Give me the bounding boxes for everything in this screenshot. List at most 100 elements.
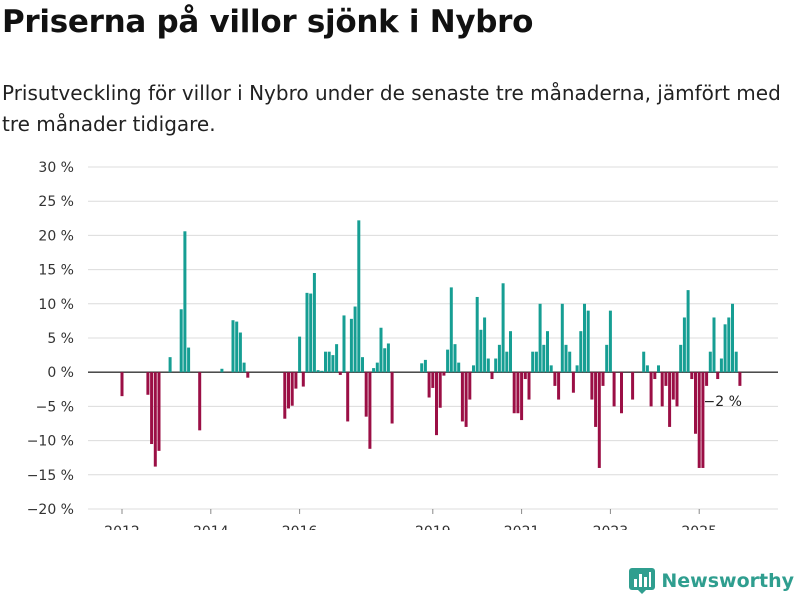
bar [657, 365, 660, 373]
bar [571, 372, 575, 393]
bar [546, 331, 549, 373]
bar [338, 372, 342, 375]
bar [534, 351, 538, 373]
y-tick-label: −20 % [27, 502, 74, 518]
bar [690, 372, 694, 380]
bar [390, 372, 394, 424]
bar [153, 372, 157, 467]
bar [538, 303, 542, 373]
bar [712, 317, 716, 373]
bar [575, 365, 579, 373]
bar [727, 317, 731, 373]
bar [708, 351, 712, 373]
bar [431, 372, 435, 388]
bar [620, 372, 623, 414]
x-axis-labels: 2012 2014 2016 2019 2021 2023 2025 [104, 509, 717, 530]
bar [494, 358, 498, 373]
y-axis-labels: −20 % −15 % −10 % −5 % 0 % 5 % 10 % 15 % 20 % 25 … [27, 160, 74, 518]
bar [660, 372, 664, 407]
bar [442, 372, 446, 376]
bar [179, 309, 183, 373]
bar [649, 372, 653, 407]
bar [364, 372, 368, 417]
bar [594, 372, 598, 427]
bar [198, 372, 202, 431]
bar [183, 231, 187, 373]
bar [583, 303, 586, 373]
last-value-label: −2 % [704, 394, 742, 410]
y-tick-label: 20 % [38, 228, 74, 244]
bar [512, 372, 516, 414]
bar [490, 372, 494, 380]
x-tick-label: 2021 [504, 524, 540, 530]
bar [705, 372, 709, 386]
bar [686, 290, 690, 373]
bar [697, 372, 701, 468]
bar [694, 372, 697, 434]
bar [597, 372, 601, 468]
bar [157, 372, 161, 451]
bar [379, 327, 383, 373]
bar [187, 347, 191, 373]
bar [290, 372, 294, 406]
bar [327, 351, 331, 373]
bar [342, 315, 346, 373]
bar [675, 372, 679, 407]
bar [238, 332, 242, 373]
bar [324, 351, 327, 373]
bar [653, 372, 657, 380]
y-tick-label: 5 % [47, 331, 74, 347]
bar [579, 331, 583, 373]
bar [357, 220, 361, 373]
bar [312, 273, 316, 373]
y-tick-label: 30 % [38, 160, 74, 176]
bar [642, 351, 646, 373]
bar [723, 324, 727, 373]
bar [605, 344, 609, 373]
bar [309, 293, 313, 373]
bar [383, 348, 387, 373]
bar [242, 362, 246, 373]
bar [531, 351, 535, 373]
bar [608, 310, 612, 373]
bar [372, 368, 376, 373]
bar [542, 344, 546, 373]
y-tick-label: 15 % [38, 263, 74, 279]
x-tick-label: 2019 [415, 524, 451, 530]
bar [453, 344, 457, 373]
bar [586, 310, 590, 373]
y-tick-label: 10 % [38, 297, 74, 313]
bar [509, 331, 512, 373]
bar [335, 344, 339, 373]
bar [331, 355, 335, 373]
bar [479, 329, 483, 373]
bar [120, 372, 124, 397]
bar [501, 283, 505, 373]
bar [349, 318, 353, 373]
price-change-bar-chart: −20 % −15 % −10 % −5 % 0 % 5 % 10 % 15 % 20 % 25 … [27, 160, 778, 530]
bar [671, 372, 675, 400]
bar [645, 365, 649, 373]
bar [612, 372, 616, 407]
bar [460, 372, 464, 422]
bar [320, 370, 324, 373]
bar [427, 372, 431, 398]
bar [375, 362, 379, 373]
bar-series [120, 220, 742, 468]
bar [220, 368, 224, 373]
bar [446, 349, 450, 373]
bar [682, 317, 686, 373]
bar [457, 362, 461, 373]
bar [346, 372, 350, 422]
bar [497, 344, 501, 373]
bar [527, 372, 531, 400]
x-tick-label: 2023 [593, 524, 629, 530]
brand-name: Newsworthy [661, 570, 794, 592]
bar [664, 372, 668, 386]
bar [146, 372, 150, 395]
bar [305, 292, 309, 373]
bar [386, 343, 390, 373]
bar [468, 372, 472, 400]
bar [523, 372, 527, 380]
bar [235, 321, 239, 373]
